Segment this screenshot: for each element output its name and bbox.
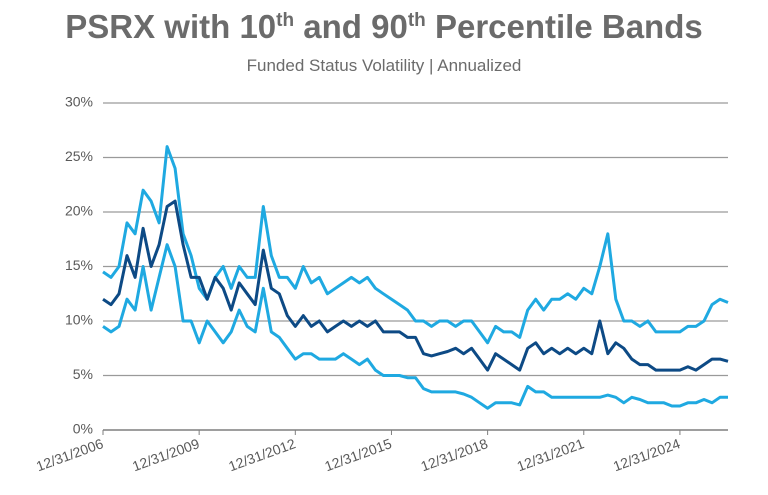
- x-tick-label: 12/31/2012: [226, 435, 298, 474]
- y-tick-label: 15%: [65, 257, 93, 273]
- chart-title: PSRX with 10th and 90th Percentile Bands: [65, 8, 703, 45]
- x-tick-label: 12/31/2018: [419, 435, 491, 474]
- x-tick-label: 12/31/2006: [34, 435, 106, 474]
- y-tick-label: 20%: [65, 203, 93, 219]
- y-tick-label: 30%: [65, 94, 93, 110]
- y-tick-label: 5%: [73, 366, 93, 382]
- y-tick-label: 0%: [73, 421, 93, 437]
- x-tick-label: 12/31/2015: [322, 435, 394, 474]
- series-line: [102, 199, 729, 372]
- chart-subtitle: Funded Status Volatility | Annualized: [246, 56, 522, 75]
- y-tick-label: 10%: [65, 312, 93, 328]
- y-tick-label: 25%: [65, 148, 93, 164]
- x-tick-label: 12/31/2024: [611, 435, 683, 474]
- series-line: [102, 145, 729, 345]
- x-tick-label: 12/31/2021: [515, 435, 587, 474]
- x-tick-label: 12/31/2009: [130, 435, 202, 474]
- series-line: [102, 243, 728, 410]
